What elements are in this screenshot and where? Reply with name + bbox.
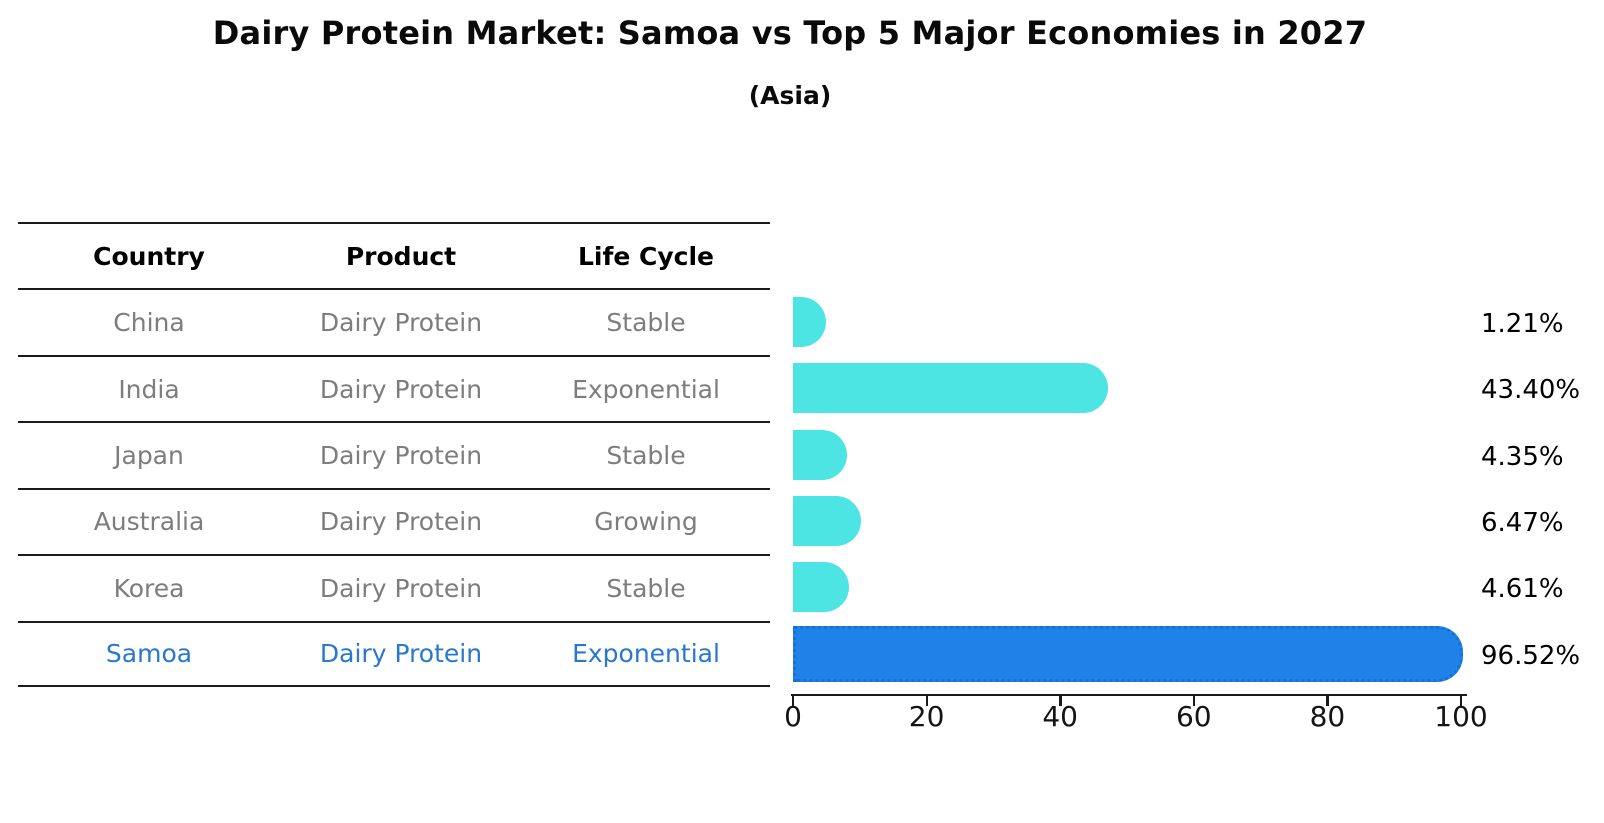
country-cell: China	[113, 308, 185, 338]
product-cell: Dairy Protein	[319, 507, 483, 537]
country-cell: India	[118, 374, 180, 404]
product-cell: Dairy Protein	[319, 639, 483, 669]
life-cycle-cell: Exponential	[572, 374, 720, 404]
bar-japan	[793, 429, 848, 480]
bar-india	[793, 363, 1108, 414]
x-axis-tick-label: 80	[1309, 700, 1346, 733]
country-cell: Japan	[114, 440, 184, 470]
column-header-product: Product	[345, 241, 457, 271]
value-label-australia: 6.47%	[1481, 507, 1564, 538]
x-axis-tick	[925, 696, 928, 706]
value-label-china: 1.21%	[1481, 308, 1564, 339]
column-header-country: Country	[93, 241, 205, 271]
value-label-korea: 4.61%	[1481, 574, 1564, 605]
life-cycle-cell: Stable	[606, 573, 686, 603]
value-label-samoa: 96.52%	[1481, 640, 1581, 671]
product-cell: Dairy Protein	[319, 573, 483, 603]
x-axis-tick	[1460, 696, 1463, 706]
value-label-india: 43.40%	[1481, 375, 1581, 406]
bar-samoa	[793, 625, 1463, 682]
chart-title: Dairy Protein Market: Samoa vs Top 5 Maj…	[212, 14, 1368, 52]
x-axis-tick-label: 20	[908, 700, 945, 733]
value-label-japan: 4.35%	[1481, 441, 1564, 472]
table-row-samoa: Samoa Dairy Protein Exponential	[18, 620, 770, 687]
x-axis-tick	[1059, 696, 1062, 706]
table-row-japan: Japan Dairy Protein Stable	[18, 421, 770, 487]
country-cell: Korea	[113, 573, 185, 603]
product-cell: Dairy Protein	[319, 440, 483, 470]
table-row-australia: Australia Dairy Protein Growing	[18, 487, 770, 554]
x-axis-tick	[1326, 696, 1329, 706]
bar-australia	[793, 495, 862, 546]
country-table: Country Product Life Cycle China Dairy P…	[18, 222, 770, 687]
column-header-life-cycle: Life Cycle	[577, 241, 715, 271]
table-header-row: Country Product Life Cycle	[18, 222, 770, 288]
table-row-china: China Dairy Protein Stable	[18, 288, 770, 354]
life-cycle-cell: Growing	[594, 507, 698, 537]
life-cycle-cell: Stable	[606, 440, 686, 470]
bar-china	[793, 296, 827, 347]
product-cell: Dairy Protein	[319, 374, 483, 404]
country-cell: Samoa	[105, 639, 193, 669]
x-axis-line	[791, 694, 1467, 697]
life-cycle-cell: Stable	[606, 308, 686, 338]
x-axis-tick-label: 40	[1042, 700, 1078, 733]
life-cycle-cell: Exponential	[572, 639, 720, 669]
x-axis-tick	[792, 696, 795, 706]
table-row-india: India Dairy Protein Exponential	[18, 354, 770, 421]
table-row-korea: Korea Dairy Protein Stable	[18, 554, 770, 620]
x-axis-tick-label: 0	[784, 700, 802, 733]
x-axis-tick-label: 100	[1434, 700, 1488, 733]
country-cell: Australia	[93, 507, 205, 537]
bar-korea	[793, 562, 849, 613]
product-cell: Dairy Protein	[319, 308, 483, 338]
x-axis-tick-label: 60	[1175, 700, 1212, 733]
x-axis-tick	[1192, 696, 1196, 706]
chart-subtitle: (Asia)	[748, 81, 832, 110]
